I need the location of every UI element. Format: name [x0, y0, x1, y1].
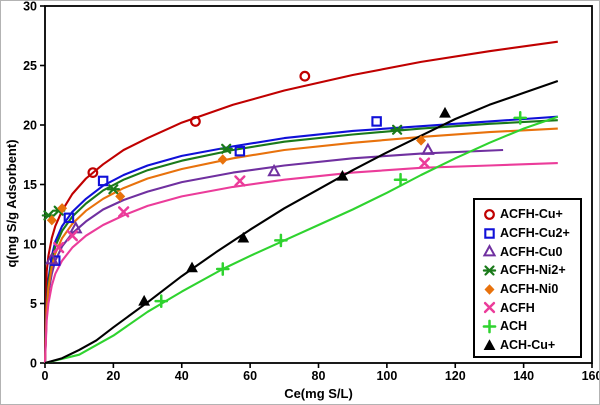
- star-legend-marker-icon: [482, 265, 497, 276]
- data-point: [237, 231, 250, 243]
- legend-item: ACFH: [482, 298, 580, 317]
- legend-item: ACFH-Ni2+: [482, 261, 580, 280]
- data-point: [117, 206, 130, 218]
- series-curve-7: [44, 80, 559, 365]
- legend-item: ACH: [482, 317, 580, 336]
- data-point: [484, 227, 495, 239]
- diamond-filled-legend-marker-icon: [484, 283, 495, 295]
- y-tick-label: 10: [23, 238, 37, 252]
- y-tick-label: 0: [30, 357, 37, 371]
- data-point: [63, 212, 75, 224]
- data-point: [217, 154, 228, 165]
- triangle-open-legend-marker-icon: [482, 244, 497, 257]
- x-tick-label: 0: [42, 369, 49, 383]
- x-tick-label: 120: [445, 369, 466, 383]
- data-point: [484, 208, 495, 220]
- series-points-6: [154, 111, 528, 308]
- y-tick-label: 5: [30, 297, 37, 311]
- series-points-4: [46, 135, 427, 226]
- data-point: [215, 262, 230, 276]
- legend: ACFH-Cu+ ACFH-Cu2+ ACFH-Cu0 ACFH-Ni2+ ACFH-N…: [473, 198, 582, 358]
- data-point: [154, 294, 169, 308]
- triangle-filled-legend-marker-icon: [483, 338, 496, 350]
- legend-item: ACFH-Cu+: [482, 205, 580, 224]
- x-tick-label: 40: [175, 369, 189, 383]
- data-point: [57, 203, 68, 214]
- data-point: [483, 338, 496, 350]
- series-curve-6: [44, 115, 559, 365]
- legend-item: ACFH-Cu2+: [482, 224, 580, 243]
- data-point: [484, 283, 495, 295]
- y-tick-label: 20: [23, 119, 37, 133]
- plus-legend-marker-icon: [482, 319, 497, 334]
- x-tick-label: 60: [243, 369, 257, 383]
- data-point: [513, 111, 528, 125]
- data-point: [482, 265, 497, 276]
- y-tick-label: 15: [23, 178, 37, 192]
- x-tick-label: 20: [106, 369, 120, 383]
- legend-item: ACFH-Ni0: [482, 280, 580, 299]
- data-point: [416, 135, 427, 146]
- data-point: [115, 191, 126, 202]
- data-point: [299, 70, 311, 82]
- x-tick-label: 160: [582, 369, 600, 383]
- data-point: [186, 261, 198, 273]
- series-points-3: [41, 124, 404, 221]
- data-point: [190, 116, 201, 127]
- y-tick-label: 25: [23, 59, 37, 73]
- data-point: [267, 163, 281, 177]
- x-tick-label: 140: [513, 369, 534, 383]
- data-point: [53, 241, 65, 254]
- data-point: [66, 230, 78, 242]
- series-curve-4: [43, 127, 558, 364]
- data-point: [371, 116, 382, 127]
- data-point: [483, 302, 496, 314]
- legend-label: ACFH-Ni0: [500, 282, 559, 297]
- legend-label: ACH: [500, 319, 528, 334]
- data-point: [421, 142, 435, 155]
- data-point: [97, 175, 109, 187]
- legend-label: ACFH-Ni2+: [500, 263, 566, 278]
- circle-open-legend-marker-icon: [484, 208, 495, 220]
- data-point: [482, 319, 497, 334]
- series-points-5: [53, 157, 431, 254]
- data-point: [439, 106, 451, 118]
- data-point: [138, 294, 151, 306]
- data-point: [390, 124, 404, 135]
- data-point: [87, 167, 99, 179]
- x-tick-label: 100: [376, 369, 397, 383]
- legend-label: ACFH-Cu2+: [500, 226, 570, 241]
- series-points-1: [50, 116, 382, 266]
- data-point: [50, 255, 61, 266]
- legend-label: ACH-Cu+: [500, 338, 556, 353]
- data-point: [418, 157, 431, 169]
- legend-label: ACFH-Cu0: [500, 244, 563, 259]
- x-legend-marker-icon: [483, 302, 496, 314]
- series-curve-5: [43, 162, 558, 364]
- legend-label: ACFH-Cu+: [500, 207, 563, 222]
- data-point: [45, 251, 59, 265]
- series-points-0: [87, 70, 311, 179]
- x-tick-label: 80: [312, 369, 326, 383]
- data-point: [393, 172, 408, 187]
- legend-label: ACFH: [500, 300, 535, 315]
- series-points-7: [138, 106, 451, 306]
- data-point: [219, 143, 233, 154]
- data-point: [234, 145, 246, 157]
- y-tick-label: 30: [23, 1, 37, 14]
- square-open-legend-marker-icon: [484, 227, 495, 239]
- data-point: [46, 215, 57, 226]
- data-point: [106, 184, 121, 195]
- data-point: [482, 244, 497, 257]
- legend-item: ACFH-Cu0: [482, 242, 580, 261]
- data-point: [234, 175, 246, 187]
- data-point: [336, 169, 349, 181]
- x-axis-title: Ce(mg S/L): [284, 386, 353, 401]
- legend-item: ACH-Cu+: [482, 336, 580, 355]
- data-point: [274, 233, 288, 248]
- y-axis-title: q(mg S/g Adsorbent): [4, 139, 19, 268]
- series-curve-0: [43, 40, 558, 364]
